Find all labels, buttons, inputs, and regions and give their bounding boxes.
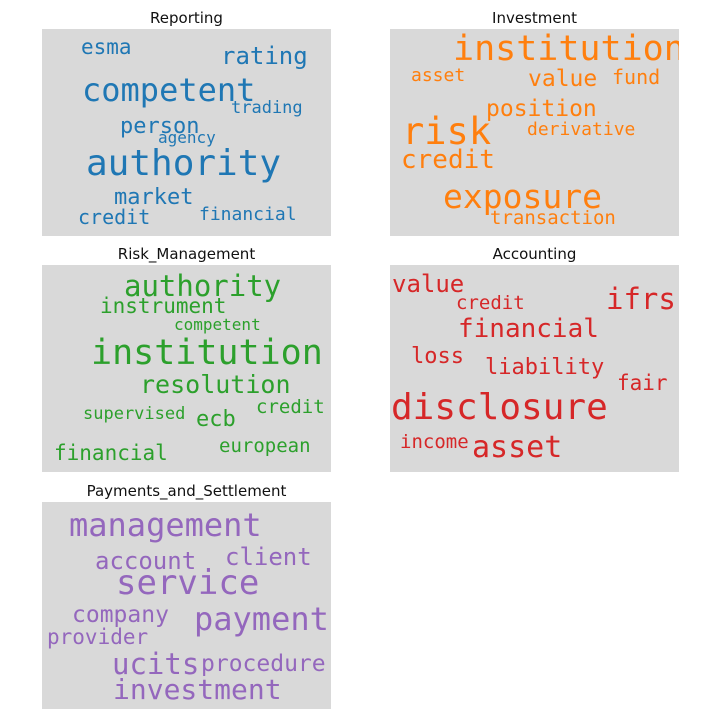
word: risk [402,110,492,153]
word: position [486,96,597,122]
word: authority [124,269,282,303]
word: european [219,435,311,457]
word: disclosure [391,387,608,428]
word: value [392,270,465,298]
panel-title-investment: Investment [492,9,577,27]
word: credit [401,145,495,175]
word: account [95,547,197,575]
word: investment [113,673,282,706]
word: credit [78,205,151,229]
word-cloud-accounting: value credit ifrs financial loss liabili… [390,265,679,472]
word: value [528,66,598,92]
word: market [114,185,194,210]
panel-title-accounting: Accounting [492,245,577,263]
panel-title-payments-and-settlement: Payments_and_Settlement [86,482,287,500]
word-cloud-risk-management: authority instrument competent instituti… [42,265,331,472]
word: credit [256,396,325,418]
word: trading [231,98,303,118]
word: management [69,506,262,544]
word: competent [82,71,256,109]
word: income [400,431,469,453]
word: competent [174,315,261,334]
word: institution [453,29,679,69]
word: supervised [83,404,186,424]
word: financial [54,441,168,465]
word: ifrs [606,282,676,316]
word: asset [411,65,466,86]
word: procedure [201,651,326,677]
word: liability [485,355,605,380]
word: fund [612,65,661,89]
word: institution [91,333,323,373]
word: financial [458,314,599,344]
word-cloud-reporting: esma rating competent trading person age… [42,29,331,236]
word: payment [194,600,329,638]
word: rating [221,42,308,70]
word: provider [47,625,149,649]
word: asset [472,430,563,465]
word: company [72,602,169,628]
word: client [225,543,312,571]
word: transaction [490,207,616,229]
word: person [120,114,200,139]
word: loss [411,344,464,369]
word: ecb [196,407,236,432]
word: instrument [100,294,227,318]
word: ucits [112,647,200,681]
word: esma [81,35,132,59]
word: exposure [443,177,602,216]
word-cloud-payments-and-settlement: management account client service compan… [42,502,331,709]
word: resolution [140,370,291,399]
word: fair [617,371,668,395]
word: authority [86,143,282,184]
word: credit [456,292,525,314]
panel-title-reporting: Reporting [150,9,223,27]
word: financial [199,204,297,225]
word-cloud-investment: institution asset value fund position ri… [390,29,679,236]
word: agency [158,128,216,147]
panel-title-risk-management: Risk_Management [117,245,256,263]
word: derivative [527,119,636,140]
word: service [116,563,260,603]
